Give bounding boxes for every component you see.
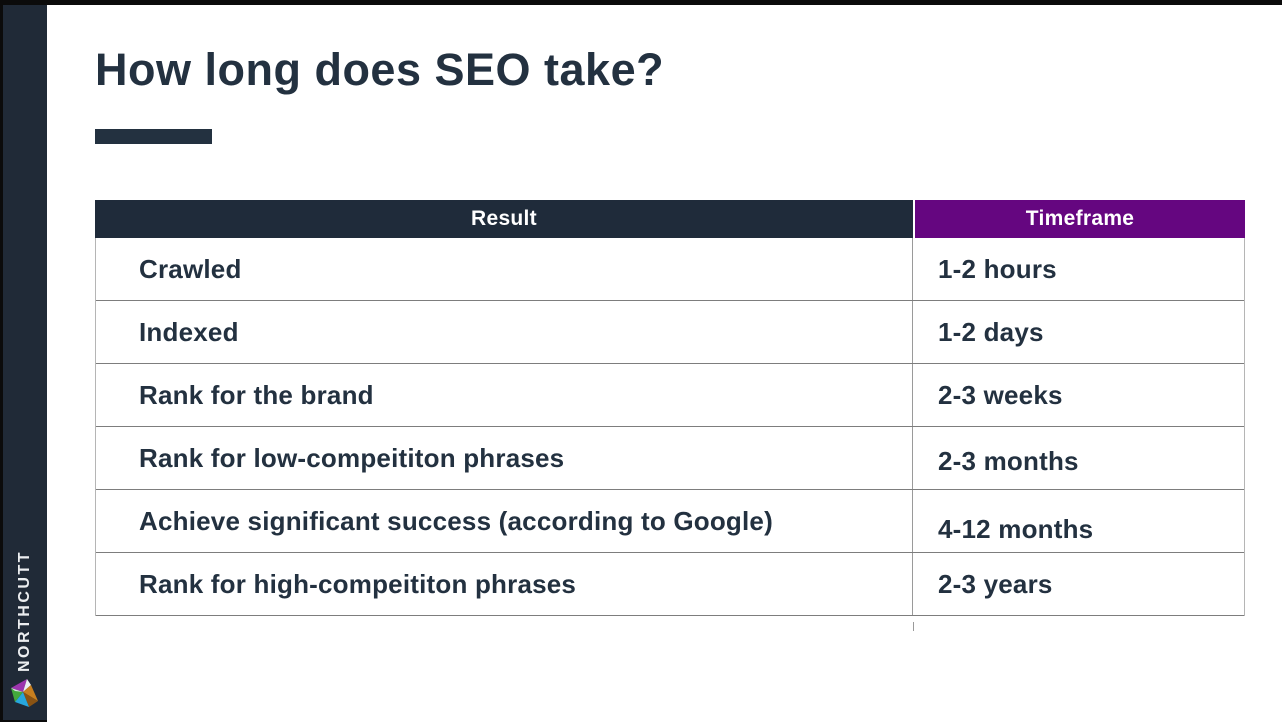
table-row: Indexed 1-2 days (96, 301, 1244, 364)
seo-timeframe-table: Result Timeframe Crawled 1-2 hours Index… (95, 200, 1245, 616)
slide-frame-top-strip (0, 0, 1282, 5)
column-divider-tail (913, 622, 914, 631)
page-title: How long does SEO take? (95, 44, 665, 95)
timeframe-cell: 2-3 years (938, 568, 1053, 599)
column-header-result: Result (95, 200, 913, 238)
result-cell: Crawled (96, 238, 913, 300)
result-cell: Rank for the brand (96, 364, 913, 426)
timeframe-cell: 2-3 months (938, 446, 1079, 476)
timeframe-cell: 1-2 days (938, 316, 1044, 347)
table-row: Achieve significant success (according t… (96, 490, 1244, 553)
table-body: Crawled 1-2 hours Indexed 1-2 days Rank … (95, 238, 1245, 616)
title-underline-dash (95, 129, 212, 144)
timeframe-cell: 1-2 hours (938, 253, 1057, 284)
table-header-row: Result Timeframe (95, 200, 1245, 238)
table-row: Crawled 1-2 hours (96, 238, 1244, 301)
timeframe-cell: 2-3 weeks (938, 379, 1063, 410)
result-cell: Rank for high-compeititon phrases (96, 553, 913, 615)
timeframe-cell: 4-12 months (938, 513, 1094, 544)
table-row: Rank for high-compeititon phrases 2-3 ye… (96, 553, 1244, 616)
table-row: Rank for the brand 2-3 weeks (96, 364, 1244, 427)
table-row: Rank for low-compeititon phrases 2-3 mon… (96, 427, 1244, 490)
header-gap (913, 200, 915, 238)
column-header-timeframe: Timeframe (915, 200, 1245, 238)
brand-sidebar: NORTHCUTT (3, 5, 47, 720)
result-cell: Rank for low-compeititon phrases (96, 427, 913, 489)
brand-name-vertical: NORTHCUTT (16, 549, 33, 672)
slide-frame-left-rail: NORTHCUTT (0, 0, 47, 722)
northcutt-gem-logo-icon (11, 679, 38, 707)
result-cell: Indexed (96, 301, 913, 363)
result-cell: Achieve significant success (according t… (96, 490, 913, 552)
